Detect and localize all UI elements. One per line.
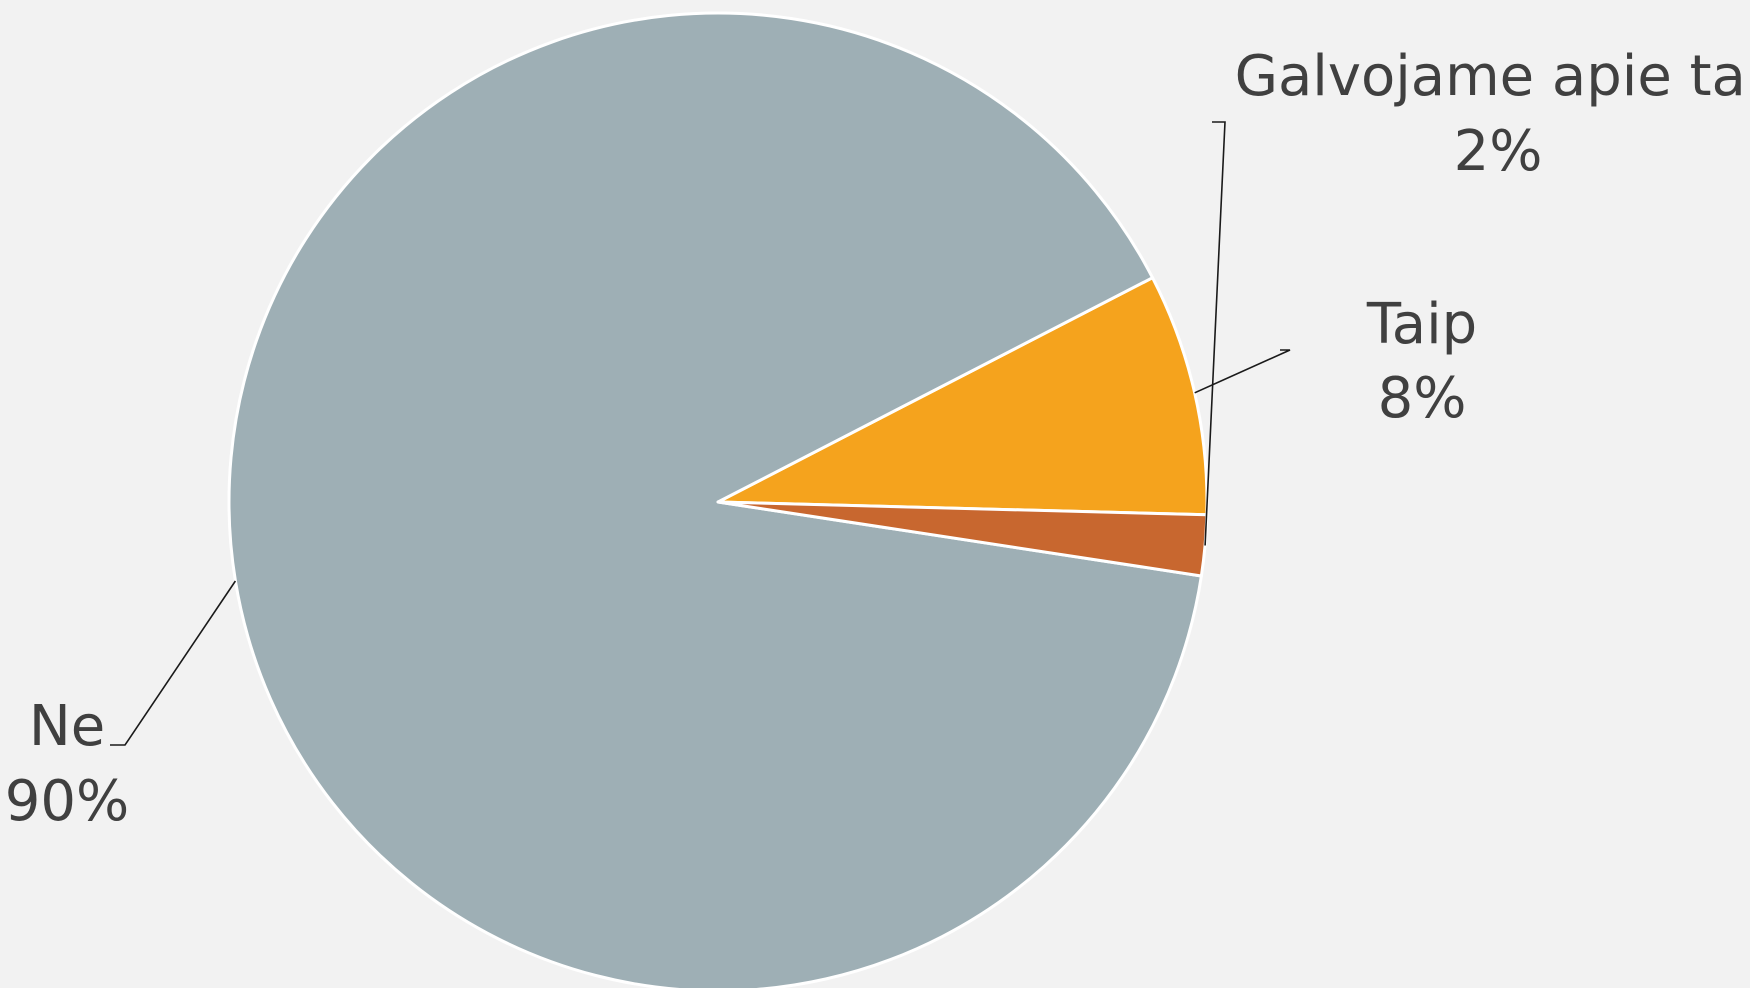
data-label-taip-name: Taip bbox=[1366, 292, 1477, 357]
pie-slice-ne bbox=[227, 11, 1203, 988]
leader-line-galvojame-apie-tai bbox=[1204, 121, 1226, 546]
data-label-ne-name: Ne bbox=[29, 694, 105, 759]
pie-slices bbox=[227, 11, 1209, 988]
data-label-taip-value: 8% bbox=[1378, 366, 1467, 431]
leader-line-taip bbox=[1194, 349, 1291, 394]
data-label-galvojame: Galvojame apie tai 2% bbox=[1235, 44, 1750, 184]
data-label-ne: Ne 90% bbox=[5, 694, 129, 834]
data-label-ne-value: 90% bbox=[5, 769, 129, 834]
data-label-galvojame-name: Galvojame apie tai bbox=[1235, 44, 1750, 109]
leader-lines bbox=[110, 121, 1291, 746]
data-label-galvojame-value: 2% bbox=[1454, 119, 1543, 184]
data-label-taip: Taip 8% bbox=[1366, 292, 1477, 431]
leader-line-ne bbox=[110, 580, 237, 746]
